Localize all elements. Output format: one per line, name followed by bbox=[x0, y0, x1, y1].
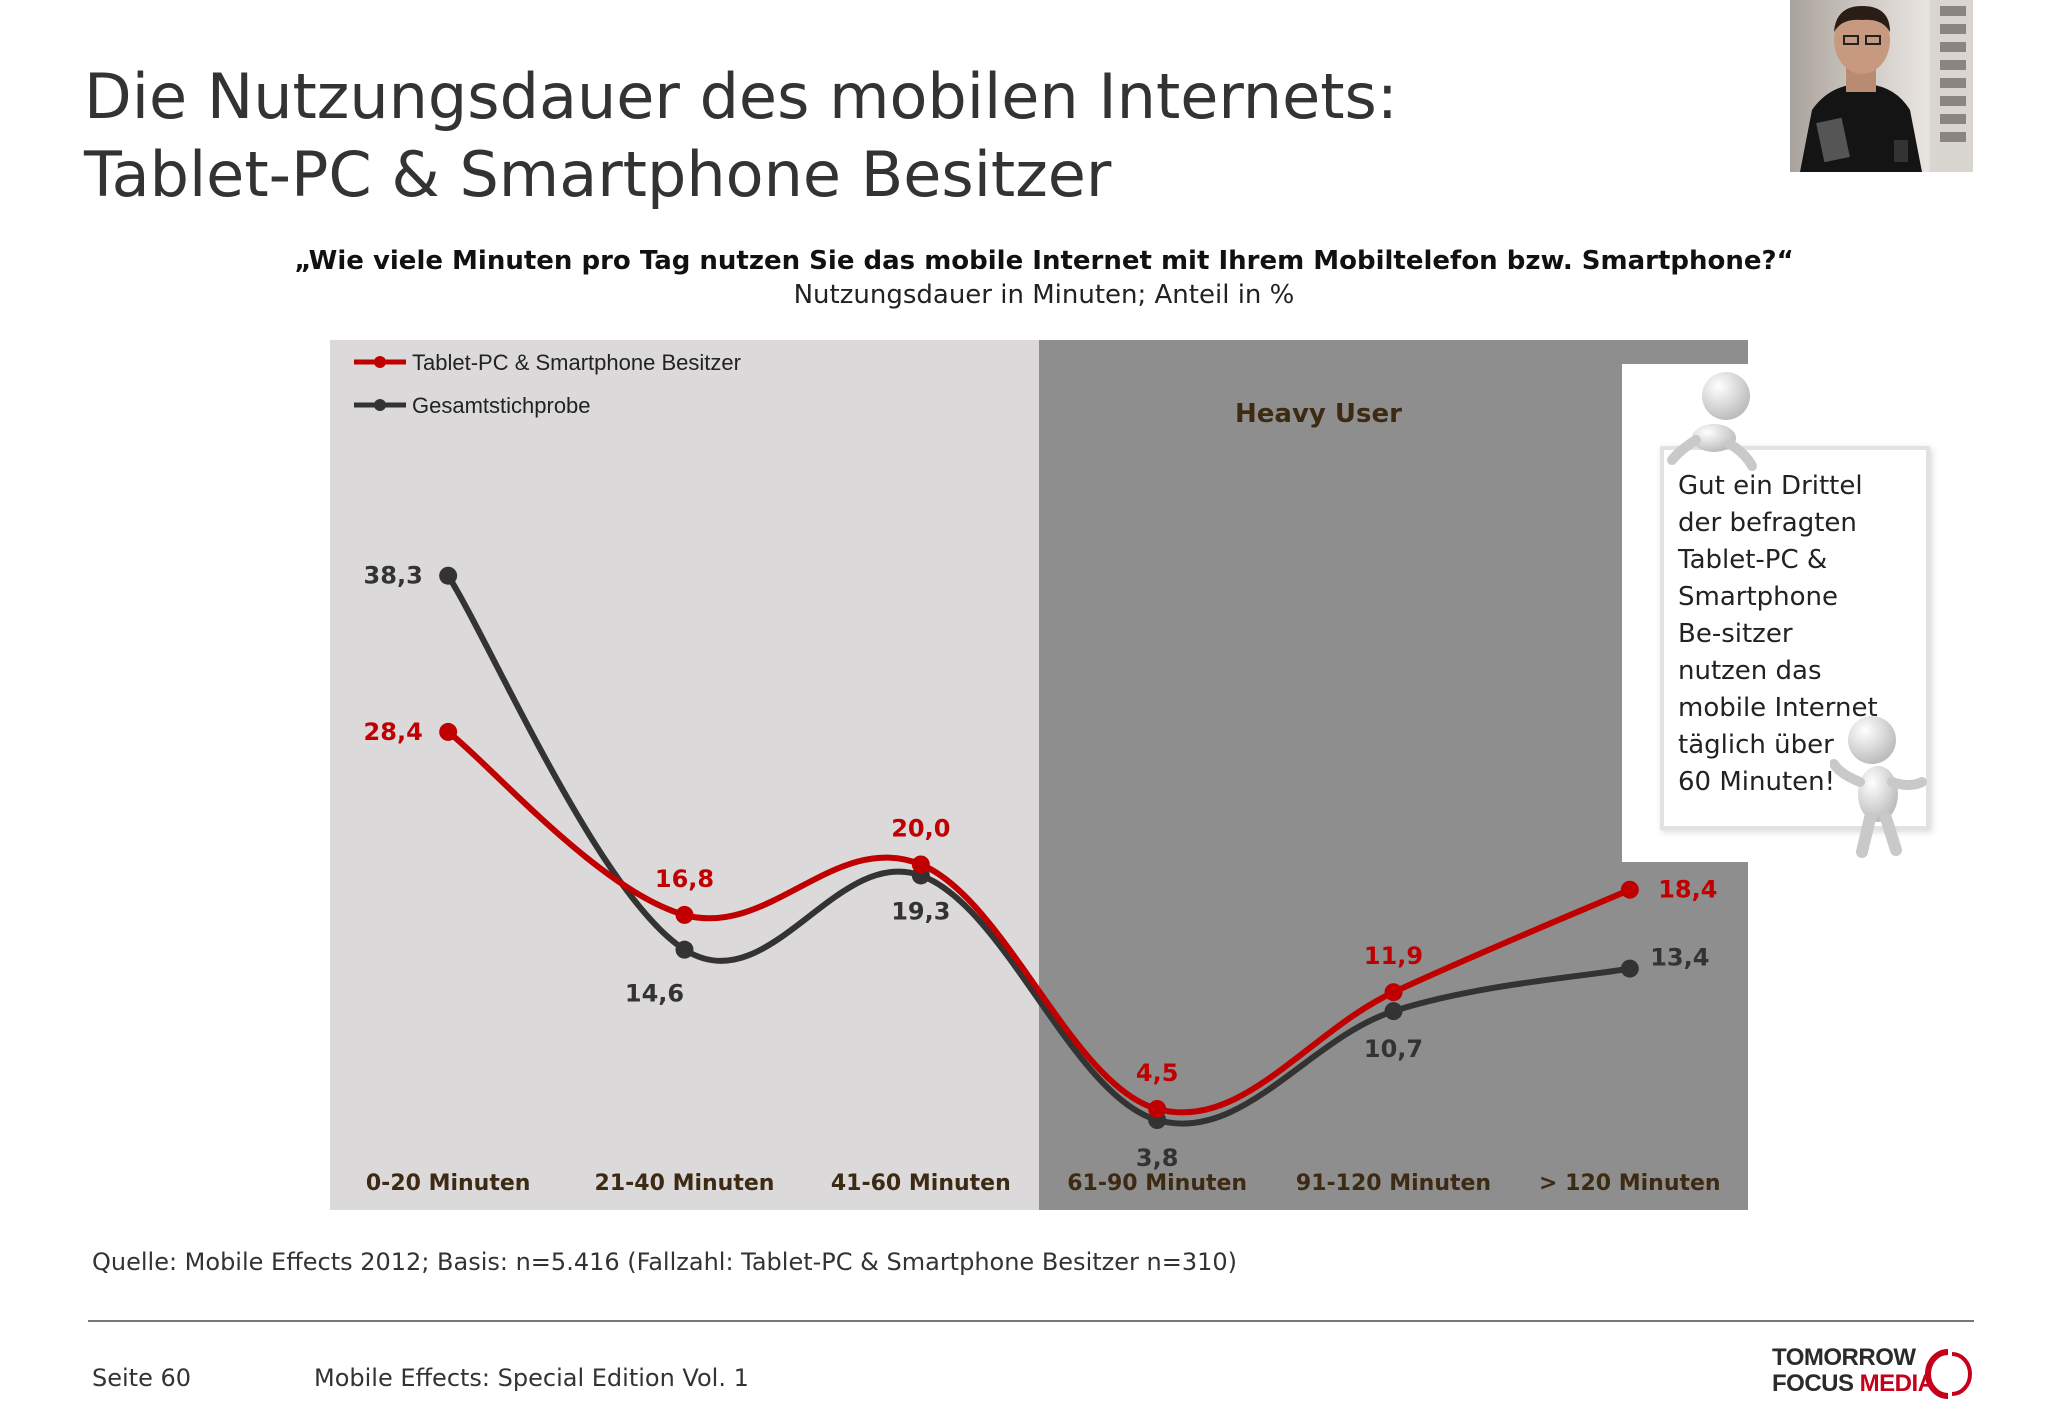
data-label: 19,3 bbox=[891, 897, 950, 925]
data-point bbox=[1620, 959, 1639, 978]
legend-label: Gesamtstichprobe bbox=[412, 393, 591, 418]
x-axis-labels: 0-20 Minuten 21-40 Minuten 41-60 Minuten 61… bbox=[366, 1171, 1721, 1196]
footer-divider bbox=[88, 1320, 1974, 1322]
data-label: 13,4 bbox=[1650, 944, 1709, 972]
person-illustration bbox=[1800, 0, 1973, 172]
data-point bbox=[675, 940, 694, 959]
legend-label: Tablet-PC & Smartphone Besitzer bbox=[412, 350, 741, 375]
data-point bbox=[1620, 880, 1639, 899]
data-label: 4,5 bbox=[1136, 1059, 1179, 1087]
legend-item-0: Tablet-PC & Smartphone Besitzer bbox=[354, 350, 741, 375]
x-tick-label: 21-40 Minuten bbox=[595, 1171, 775, 1196]
page-title: Die Nutzungsdauer des mobilen Internets:… bbox=[84, 58, 1684, 214]
figure-top-icon bbox=[1667, 372, 1757, 471]
presenter-photo bbox=[1790, 0, 1973, 172]
chart-legend: Tablet-PC & Smartphone Besitzer Gesamtsti… bbox=[354, 350, 741, 418]
edition-label: Mobile Effects: Special Edition Vol. 1 bbox=[314, 1364, 749, 1392]
x-tick-label: 61-90 Minuten bbox=[1067, 1171, 1247, 1196]
tomorrow-focus-media-logo: TOMORROW FOCUS MEDIA bbox=[1772, 1344, 1982, 1404]
data-point bbox=[1148, 1100, 1167, 1118]
logo-line-2: FOCUS MEDIA bbox=[1772, 1370, 1935, 1397]
legend-swatch-dot bbox=[374, 356, 386, 368]
data-label: 18,4 bbox=[1658, 876, 1717, 904]
data-label: 11,9 bbox=[1364, 942, 1423, 970]
source-note: Quelle: Mobile Effects 2012; Basis: n=5.… bbox=[92, 1248, 1237, 1276]
logo-ring-icon bbox=[1925, 1349, 1972, 1399]
data-label: 3,8 bbox=[1136, 1144, 1179, 1172]
series-layer bbox=[439, 566, 1639, 1130]
data-label: 10,7 bbox=[1364, 1035, 1423, 1063]
data-label: 38,3 bbox=[364, 562, 423, 590]
data-point bbox=[1384, 983, 1403, 1002]
data-point bbox=[911, 855, 930, 874]
data-point bbox=[675, 905, 694, 924]
title-line-1: Die Nutzungsdauer des mobilen Internets: bbox=[84, 60, 1398, 133]
series-line bbox=[446, 729, 1632, 1116]
survey-question: „Wie viele Minuten pro Tag nutzen Sie da… bbox=[294, 246, 1794, 276]
data-labels: 28,4 16,8 20,0 4,5 11,9 18,4 38,3 14,6 19,3 3,8 10… bbox=[364, 562, 1718, 1172]
page-number: Seite 60 bbox=[92, 1364, 192, 1392]
logo-line-1: TOMORROW bbox=[1772, 1344, 1916, 1371]
data-label: 16,8 bbox=[655, 865, 714, 893]
data-label: 20,0 bbox=[891, 814, 950, 842]
data-label: 14,6 bbox=[625, 980, 684, 1008]
legend-item-1: Gesamtstichprobe bbox=[354, 393, 591, 418]
data-point bbox=[1384, 1002, 1403, 1021]
chart-subtitle: Nutzungsdauer in Minuten; Anteil in % bbox=[793, 280, 1295, 310]
legend-swatch-dot bbox=[374, 399, 386, 411]
series-0 bbox=[439, 722, 1639, 1118]
heavy-user-label: Heavy User bbox=[1235, 399, 1402, 429]
callout-text: Gut ein Drittel der befragten Tablet-PC … bbox=[1678, 471, 1878, 797]
data-label: 28,4 bbox=[364, 718, 423, 746]
x-tick-label: 0-20 Minuten bbox=[366, 1171, 531, 1196]
data-point bbox=[439, 722, 458, 741]
x-tick-label: 91-120 Minuten bbox=[1296, 1171, 1491, 1196]
data-point bbox=[439, 566, 458, 585]
figure-bottom-icon bbox=[1830, 716, 1927, 858]
title-line-2: Tablet-PC & Smartphone Besitzer bbox=[84, 138, 1112, 211]
x-tick-label: > 120 Minuten bbox=[1539, 1171, 1721, 1196]
callout-board bbox=[1660, 446, 1930, 830]
x-tick-label: 41-60 Minuten bbox=[831, 1171, 1011, 1196]
